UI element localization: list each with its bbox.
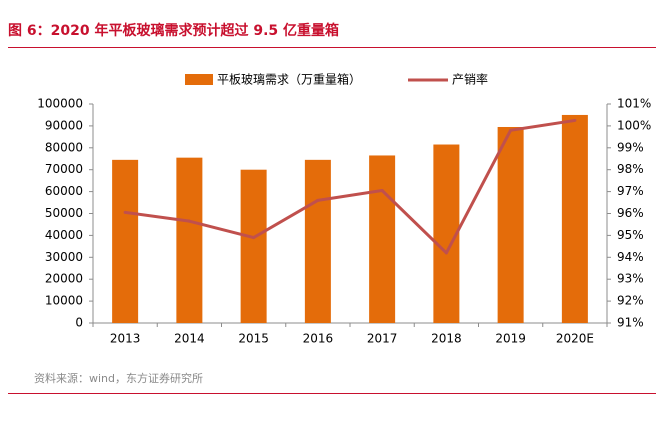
x-tick-label: 2017 xyxy=(367,332,398,346)
bar xyxy=(497,126,524,324)
y-left-tick-label: 10000 xyxy=(45,294,83,308)
line-point xyxy=(316,198,320,202)
y-right-tick-label: 95% xyxy=(617,228,644,242)
y-left-tick-label: 20000 xyxy=(45,272,83,286)
footer-rule xyxy=(8,393,656,394)
bar xyxy=(369,155,396,323)
y-right-tick-label: 96% xyxy=(617,206,644,220)
y-right-tick-label: 98% xyxy=(617,162,644,176)
line-point xyxy=(187,219,191,223)
y-left-tick-label: 70000 xyxy=(45,162,83,176)
x-tick-label: 2014 xyxy=(174,332,205,346)
legend-line-label: 产销率 xyxy=(452,72,488,87)
line-point xyxy=(252,236,256,240)
y-right-tick-label: 91% xyxy=(617,316,644,330)
y-left-tick-label: 40000 xyxy=(45,228,83,242)
line-point xyxy=(380,189,384,193)
x-tick-label: 2013 xyxy=(110,332,141,346)
line-point xyxy=(573,118,577,122)
y-left-tick-label: 50000 xyxy=(45,206,83,220)
x-tick-label: 2019 xyxy=(495,332,526,346)
y-left-tick-label: 100000 xyxy=(37,97,83,111)
x-tick-label: 2018 xyxy=(431,332,462,346)
bar xyxy=(304,159,331,323)
x-tick-label: 2016 xyxy=(303,332,334,346)
legend-bar-swatch xyxy=(185,74,213,85)
x-tick-label: 2020E xyxy=(556,332,594,346)
y-left-tick-label: 0 xyxy=(75,316,83,330)
source-note: 资料来源：wind，东方证券研究所 xyxy=(34,372,204,385)
y-right-tick-label: 92% xyxy=(617,294,644,308)
bar xyxy=(561,114,588,323)
y-left-tick-label: 30000 xyxy=(45,250,83,264)
chart-title: 图 6：2020 年平板玻璃需求预计超过 9.5 亿重量箱 xyxy=(8,23,340,39)
y-right-tick-label: 97% xyxy=(617,184,644,198)
y-left-tick-label: 90000 xyxy=(45,118,83,132)
title-rule xyxy=(8,47,656,48)
bar xyxy=(112,159,139,323)
line-point xyxy=(123,210,127,214)
y-left-tick-label: 80000 xyxy=(45,140,83,154)
y-right-tick-label: 99% xyxy=(617,140,644,154)
bar xyxy=(176,157,203,323)
y-left-tick-label: 60000 xyxy=(45,184,83,198)
line-point xyxy=(444,251,448,255)
y-right-tick-label: 100% xyxy=(617,118,651,132)
legend-bar-label: 平板玻璃需求（万重量箱） xyxy=(217,72,361,87)
y-right-tick-label: 93% xyxy=(617,272,644,286)
bar xyxy=(240,169,267,323)
sales-rate-line xyxy=(124,118,576,255)
x-tick-label: 2015 xyxy=(238,332,269,346)
y-right-tick-label: 94% xyxy=(617,250,644,264)
line-point xyxy=(509,128,513,132)
y-right-tick-label: 101% xyxy=(617,97,651,111)
